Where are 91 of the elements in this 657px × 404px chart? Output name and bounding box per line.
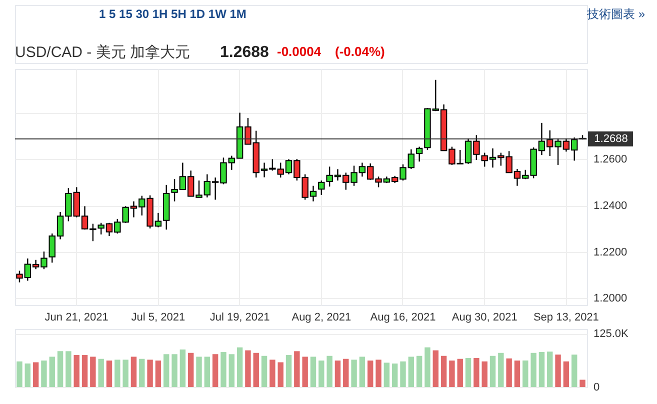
y-tick-label: 1.2600 (594, 154, 628, 166)
bar (16, 361, 22, 387)
bar (66, 351, 72, 387)
x-tick-label: Jul 19, 2021 (210, 312, 270, 324)
bar (457, 358, 463, 387)
text: 技術圖表 » (586, 7, 646, 21)
bar (155, 360, 162, 387)
bar (24, 364, 31, 387)
bar (384, 362, 390, 387)
ref-line-label: 1.2688 (594, 132, 628, 145)
bar (212, 354, 218, 387)
bar (432, 350, 438, 387)
bar (164, 354, 170, 387)
bar (482, 361, 488, 387)
bar (139, 358, 145, 387)
bar (506, 358, 512, 387)
bar (261, 356, 268, 387)
bar (538, 352, 545, 387)
bar (440, 356, 447, 387)
bar (474, 358, 480, 387)
bar (498, 352, 504, 387)
bar (32, 362, 39, 387)
bar (82, 355, 88, 387)
y-tick-label: 1.2000 (594, 292, 628, 305)
x-tick-label: Sep 13, 2021 (533, 312, 599, 324)
bar (294, 351, 300, 387)
bar (114, 360, 120, 387)
bar (172, 354, 178, 387)
bar (416, 356, 422, 387)
bar (278, 362, 284, 387)
bar (318, 360, 324, 387)
bar (368, 360, 374, 387)
bar (188, 352, 194, 387)
bar (302, 356, 308, 387)
text: 1 5 15 30 1H 5H 1D 1W 1M (99, 7, 246, 21)
y-tick-label: 125.0K (594, 328, 630, 340)
bar (490, 356, 496, 387)
y-tick-label: 1.2200 (594, 246, 628, 258)
bar (245, 350, 251, 387)
x-tick-label: Aug 30, 2021 (452, 312, 518, 324)
bar (449, 360, 455, 387)
bar (571, 354, 578, 387)
bar (359, 356, 366, 387)
x-tick-label: Aug 2, 2021 (292, 312, 352, 324)
text: 1.2688 (220, 44, 270, 61)
bar (514, 360, 520, 387)
bar (270, 360, 276, 387)
bar (228, 354, 234, 387)
text: -0.0004 (277, 44, 322, 59)
bar (563, 361, 570, 387)
bar (326, 356, 332, 387)
candlestick (318, 180, 325, 196)
bar (547, 352, 553, 387)
x-tick-label: Aug 16, 2021 (370, 312, 436, 324)
bar (376, 360, 382, 387)
bar (90, 356, 96, 387)
bar (49, 356, 55, 387)
x-tick-label: Jun 21, 2021 (44, 312, 108, 324)
y-tick-label: 1.2400 (594, 200, 628, 212)
bar (130, 356, 137, 387)
bar (220, 352, 226, 387)
bar (392, 364, 398, 387)
text: (-0.04%) (335, 44, 385, 59)
bar (74, 355, 80, 387)
bar (98, 358, 104, 387)
bar (400, 361, 406, 387)
bar (236, 347, 243, 387)
bar (343, 358, 349, 387)
chart-title: USD/CAD - 美元 加拿大元 (15, 44, 190, 61)
y-tick-label: 0 (594, 382, 600, 394)
bar (334, 360, 341, 387)
bar (122, 360, 128, 387)
bar (408, 356, 414, 387)
bar (522, 360, 528, 387)
bar (424, 347, 430, 387)
bar (147, 360, 153, 387)
bar (106, 360, 112, 387)
bar (351, 360, 357, 387)
bar (465, 358, 472, 387)
bar (57, 351, 64, 387)
bar (286, 355, 292, 387)
bar (253, 352, 259, 387)
bar (196, 356, 202, 387)
bar (580, 380, 586, 387)
bar (41, 360, 47, 387)
x-tick-label: Jul 5, 2021 (131, 312, 186, 324)
bar (310, 356, 316, 387)
bar (530, 352, 536, 387)
bar (204, 356, 210, 387)
bar (180, 349, 186, 387)
bar (555, 354, 561, 387)
